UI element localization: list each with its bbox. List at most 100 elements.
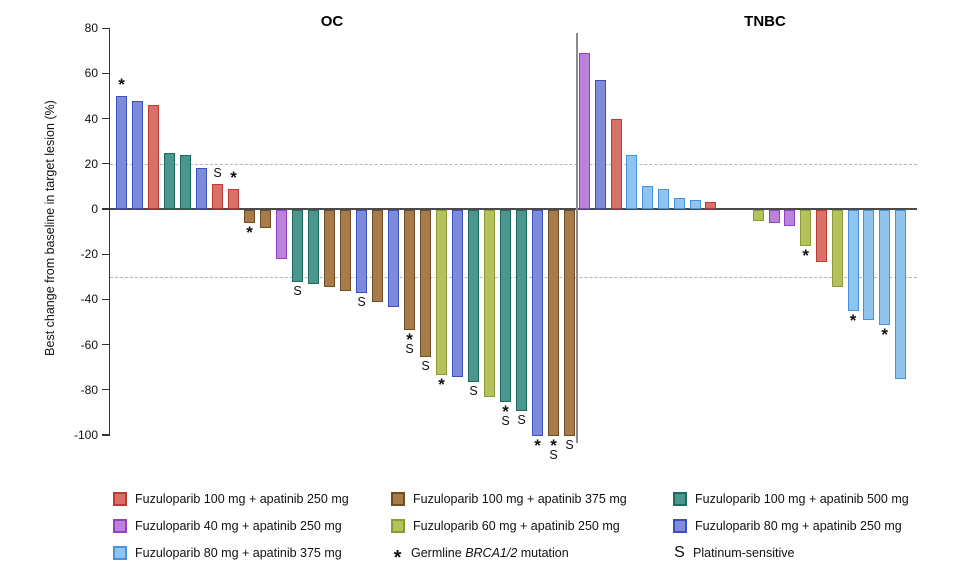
oc-bar [452, 209, 463, 377]
oc-bar [324, 209, 335, 287]
brca-mutation-marker: * [406, 329, 413, 349]
y-axis-tick [102, 117, 109, 120]
reference-line [110, 163, 917, 165]
oc-bar [196, 168, 207, 209]
tnbc-bar [610, 118, 622, 209]
tnbc-bar [816, 209, 827, 262]
tnbc-bar [579, 53, 590, 209]
y-axis-tick-label: 40 [84, 111, 98, 126]
zero-line [110, 208, 917, 210]
y-axis-tick-label: -40 [80, 292, 98, 307]
brca-mutation-marker: * [118, 75, 125, 94]
tnbc-bar [879, 209, 891, 325]
brca-mutation-marker: * [502, 401, 509, 421]
tnbc-bar [673, 197, 685, 209]
oc-bar [548, 209, 559, 436]
legend-label: Fuzuloparib 100 mg + apatinib 375 mg [413, 491, 627, 506]
oc-bar [260, 209, 271, 228]
panel-divider [576, 33, 578, 443]
oc-bar [308, 209, 319, 285]
oc-bar [164, 152, 175, 209]
legend-swatch-teal [673, 491, 687, 506]
tnbc-bar [752, 209, 764, 222]
oc-bar [356, 209, 367, 294]
brca-mutation-marker: * [438, 374, 445, 394]
oc-bar [532, 209, 543, 436]
y-axis-tick [102, 434, 109, 436]
tnbc-bar [863, 209, 875, 321]
tnbc-bar [642, 186, 654, 209]
brca-mutation-marker: * [881, 325, 888, 344]
tnbc-bar [768, 209, 780, 224]
legend-label: Fuzuloparib 60 mg + apatinib 250 mg [413, 518, 620, 533]
legend-item: Fuzuloparib 100 mg + apatinib 250 mg [113, 490, 349, 507]
platinum-sensitive-marker: S [565, 437, 574, 452]
brca-mutation-marker: * [534, 435, 541, 455]
oc-bar [212, 184, 223, 209]
platinum-sensitive-marker: S [421, 358, 430, 373]
oc-bar [148, 105, 159, 209]
brca-mutation-marker: * [802, 245, 809, 265]
legend-item: Fuzuloparib 40 mg + apatinib 250 mg [113, 517, 342, 534]
y-axis-tick [102, 27, 109, 29]
y-axis-label: Best change from baseline in target lesi… [43, 100, 57, 356]
asterisk-icon: * [393, 546, 402, 569]
tnbc-bar [705, 202, 717, 209]
oc-bar [340, 209, 351, 292]
legend-item: Fuzuloparib 100 mg + apatinib 375 mg [391, 490, 627, 507]
oc-bar [372, 209, 383, 303]
oc-bar [500, 209, 511, 402]
oc-bar [228, 188, 239, 209]
oc-bar [292, 209, 303, 283]
reference-line [110, 276, 917, 278]
tnbc-bar [689, 199, 701, 209]
tnbc-bar [658, 188, 669, 209]
legend-swatch-slate [673, 518, 687, 533]
legend-item: S Platinum-sensitive [673, 544, 794, 561]
tnbc-bar [800, 209, 812, 246]
legend-label: Fuzuloparib 40 mg + apatinib 250 mg [135, 518, 342, 533]
oc-bar [276, 209, 287, 260]
y-axis-tick [102, 208, 109, 210]
y-axis-tick [102, 389, 109, 391]
brca-mutation-marker: * [550, 435, 557, 455]
platinum-sensitive-marker: S [501, 413, 510, 428]
legend: Fuzuloparib 100 mg + apatinib 250 mg Fuz… [0, 480, 976, 578]
platinum-sensitive-icon: S [674, 543, 685, 561]
oc-bar [180, 154, 191, 209]
legend-label: Fuzuloparib 100 mg + apatinib 500 mg [695, 491, 909, 506]
panel-title-oc: OC [320, 13, 344, 30]
legend-label: Fuzuloparib 100 mg + apatinib 250 mg [135, 491, 349, 506]
platinum-sensitive-marker: S [469, 383, 478, 398]
legend-label: Germline BRCA1/2 mutation [411, 545, 569, 560]
oc-bar [404, 209, 415, 330]
legend-item: Fuzuloparib 100 mg + apatinib 500 mg [673, 490, 909, 507]
legend-item: * Germline BRCA1/2 mutation [391, 544, 569, 569]
plot-area: Best change from baseline in target lesi… [43, 13, 917, 462]
y-axis-tick-label: -60 [80, 337, 98, 352]
legend-swatch-brown [391, 491, 405, 506]
tnbc-bar [831, 209, 843, 287]
oc-bar [116, 96, 127, 209]
tnbc-bar [847, 209, 859, 312]
tnbc-bar [626, 154, 638, 209]
legend-swatch-orchid [113, 518, 127, 533]
y-axis-tick-label: -80 [80, 382, 98, 397]
legend-swatch-red [113, 491, 127, 506]
y-axis-tick [102, 253, 109, 255]
panel-title-tnbc: TNBC [744, 13, 786, 30]
platinum-sensitive-marker: S [549, 447, 558, 462]
y-axis-tick-label: 0 [91, 202, 98, 216]
oc-bar [436, 209, 447, 375]
oc-bar [388, 209, 399, 307]
tnbc-bar [895, 209, 906, 380]
brca-mutation-marker: * [246, 223, 253, 243]
tnbc-bar [784, 209, 796, 226]
y-axis-line [108, 27, 110, 436]
oc-bar [516, 209, 527, 411]
oc-bar [564, 209, 575, 436]
y-axis-tick [102, 163, 109, 165]
oc-bar [468, 209, 479, 382]
oc-bar [420, 209, 431, 357]
